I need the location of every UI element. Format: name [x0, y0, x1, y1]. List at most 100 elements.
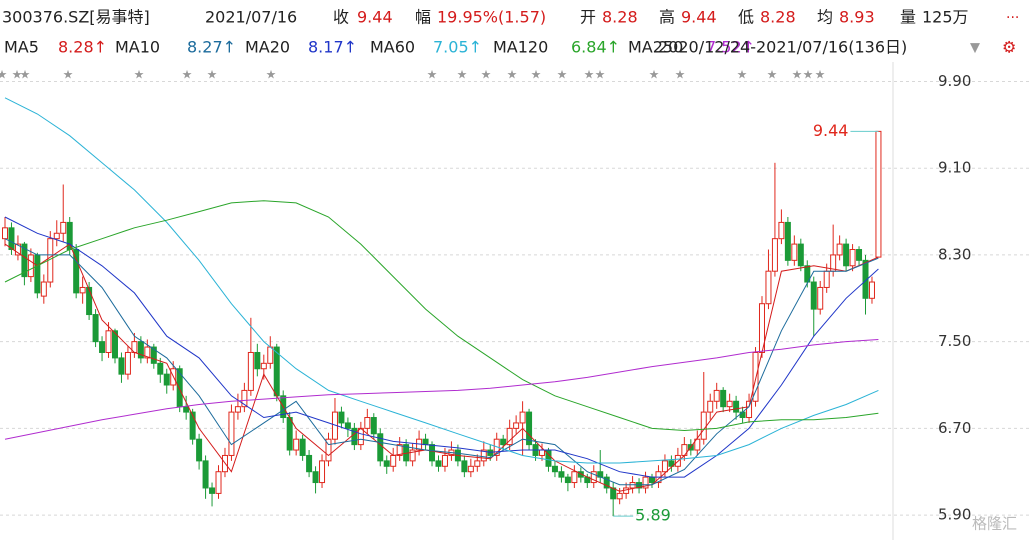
- ma-line: [4, 339, 879, 440]
- candle-body: [196, 438, 203, 462]
- value: 8.28: [602, 8, 638, 27]
- candle-body: [810, 281, 817, 310]
- candle-body: [500, 438, 507, 446]
- star: ★: [595, 68, 606, 82]
- candle-body: [700, 411, 707, 440]
- value: 8.93: [839, 8, 875, 27]
- star: ★: [792, 68, 803, 82]
- candle-body: [319, 460, 326, 484]
- candle-body: [396, 444, 403, 456]
- candle-body: [629, 482, 636, 489]
- candle-body: [383, 460, 390, 467]
- candle-body: [804, 265, 811, 283]
- star: ★: [737, 68, 748, 82]
- candle-body: [513, 422, 520, 429]
- value: 8.28: [760, 8, 796, 27]
- candle-body: [642, 476, 649, 489]
- candle-body: [86, 286, 93, 316]
- dropdown-icon[interactable]: ▼: [970, 41, 980, 56]
- candle-body: [429, 444, 436, 462]
- ma-line: [4, 243, 879, 492]
- label: 收: [333, 8, 349, 27]
- event-markers: ★ ★★ ★ ★ ★ ★ ★ ★ ★ ★ ★ ★ ★ ★ ★ ★ ★ ★ ★ ★ ★ ★: [0, 68, 825, 82]
- label: 高: [659, 8, 675, 27]
- star: ★: [531, 68, 542, 82]
- candle-body: [791, 243, 798, 261]
- candle-body: [843, 243, 850, 267]
- candle-body: [726, 400, 733, 408]
- candle-body: [616, 492, 623, 500]
- date-range[interactable]: 2020/12/24-2021/07/16(136日): [658, 38, 907, 57]
- legend-value: 7.52↑: [706, 38, 755, 57]
- star: ★: [557, 68, 568, 82]
- candle-body: [668, 460, 675, 467]
- candle-body: [778, 221, 785, 240]
- candle-body: [189, 411, 196, 440]
- candle-body: [79, 286, 86, 294]
- candle-body: [247, 351, 254, 391]
- candle-body: [92, 314, 99, 343]
- candle-body: [649, 476, 655, 484]
- candle-body: [551, 465, 558, 473]
- candle-body: [144, 346, 151, 359]
- date: 2021/07/16: [205, 8, 297, 27]
- candle-body: [558, 471, 565, 478]
- candle-body: [765, 270, 772, 305]
- value: 125万: [922, 8, 969, 27]
- candle-body: [733, 400, 740, 413]
- candle-body: [293, 438, 300, 451]
- max-label: 9.44: [813, 121, 849, 140]
- candle-body: [571, 471, 578, 484]
- legend-label: MA20: [245, 38, 290, 57]
- candle-body: [111, 330, 118, 359]
- candle-body: [312, 471, 319, 484]
- candle-body: [849, 249, 856, 267]
- candle-body: [409, 449, 416, 462]
- candle-body: [53, 232, 60, 240]
- value: 9.44: [357, 8, 393, 27]
- candle-body: [2, 227, 8, 240]
- star: ★: [0, 68, 7, 82]
- candle-body: [422, 438, 429, 446]
- candle-body: [99, 341, 106, 353]
- candle-body: [506, 427, 513, 446]
- star: ★: [584, 68, 595, 82]
- star: ★: [457, 68, 468, 82]
- candle-body: [564, 476, 571, 484]
- legend-value: 8.27↑: [187, 38, 236, 57]
- star: ★: [207, 68, 218, 82]
- legend-value: 6.84↑: [571, 38, 620, 57]
- settings-icon[interactable]: ⚙: [1002, 38, 1016, 57]
- star: ★: [481, 68, 492, 82]
- candle-body: [862, 259, 869, 299]
- star: ★: [803, 68, 814, 82]
- candle-body: [118, 357, 125, 375]
- ma-line: [4, 97, 879, 464]
- candle-body: [124, 351, 131, 375]
- candle-body: [752, 351, 759, 402]
- legend-label: MA120: [493, 38, 548, 57]
- candle-body: [519, 411, 526, 424]
- candle-body: [390, 454, 397, 467]
- legend-value: 8.28↑: [58, 38, 107, 57]
- candle-body: [338, 411, 345, 424]
- star: ★: [427, 68, 438, 82]
- candle-body: [209, 487, 216, 494]
- candle-body: [14, 243, 21, 256]
- candle-body: [713, 389, 720, 402]
- star: ★: [649, 68, 660, 82]
- candle-body: [707, 400, 714, 413]
- y-tick-label: 9.10: [938, 159, 971, 177]
- legend-label: MA250: [628, 38, 683, 57]
- candle-body: [817, 286, 824, 310]
- candle-body: [487, 449, 494, 456]
- candle-body: [21, 243, 28, 278]
- more-icon[interactable]: ...: [1006, 6, 1019, 22]
- value: 19.95%(1.57): [437, 8, 546, 27]
- star: ★: [63, 68, 74, 82]
- candle-body: [577, 471, 584, 478]
- legend-label: MA5: [4, 38, 39, 57]
- y-tick-label: 9.90: [938, 72, 971, 90]
- star: ★: [182, 68, 193, 82]
- candle-body: [364, 417, 371, 429]
